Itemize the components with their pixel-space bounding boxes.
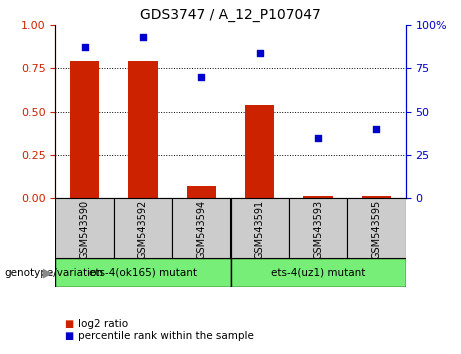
Point [373,126,380,132]
Text: GSM543590: GSM543590 [79,200,89,259]
Bar [55,198,114,258]
Bar [245,104,274,198]
Text: ▶: ▶ [43,266,53,279]
Bar [70,61,99,198]
Text: GSM543593: GSM543593 [313,200,323,259]
Text: percentile rank within the sample: percentile rank within the sample [78,331,254,341]
Text: ■: ■ [65,319,74,329]
Bar [230,258,406,287]
Point [314,135,322,140]
Bar [187,186,216,198]
Bar [347,198,406,258]
Text: ■: ■ [65,331,74,341]
Point [256,50,263,55]
Bar [303,196,333,198]
Text: GSM543592: GSM543592 [138,200,148,259]
Text: ets-4(uz1) mutant: ets-4(uz1) mutant [271,268,365,278]
Text: GSM543591: GSM543591 [254,200,265,259]
Point [81,45,88,50]
Title: GDS3747 / A_12_P107047: GDS3747 / A_12_P107047 [140,8,321,22]
Bar [362,196,391,198]
Text: ets-4(ok165) mutant: ets-4(ok165) mutant [89,268,197,278]
Bar [114,198,172,258]
Text: log2 ratio: log2 ratio [78,319,129,329]
Bar [230,198,289,258]
Text: GSM543594: GSM543594 [196,200,207,259]
Bar [289,198,347,258]
Text: genotype/variation: genotype/variation [5,268,104,278]
Bar [172,198,230,258]
Bar [55,258,230,287]
Bar [128,61,158,198]
Point [198,74,205,80]
Point [139,34,147,40]
Text: GSM543595: GSM543595 [372,200,382,259]
